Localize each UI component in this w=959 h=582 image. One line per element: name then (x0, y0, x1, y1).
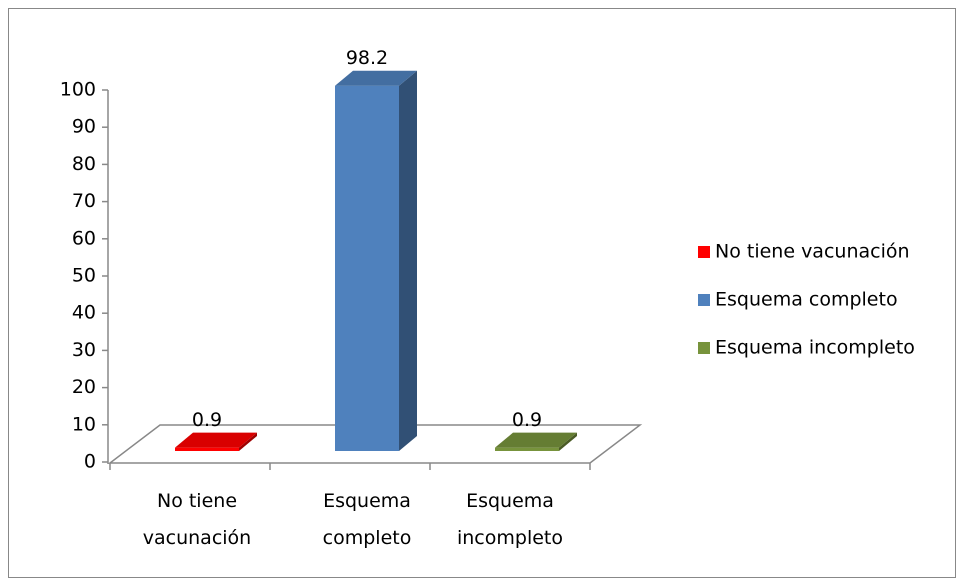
y-tick-label: 0 (84, 451, 96, 473)
y-tick-label: 60 (72, 227, 96, 249)
x-tick-label: No tiene vacunación (142, 490, 252, 549)
legend-swatch (698, 246, 710, 258)
y-tick-label: 20 (72, 376, 96, 398)
x-tick-label: Esquema completo (322, 490, 412, 549)
x-tick-label: Esquema incompleto (456, 490, 563, 549)
y-tick-label: 40 (72, 302, 96, 324)
bar-side (399, 70, 417, 452)
y-tick-label: 50 (72, 265, 96, 287)
legend-label: Esquema completo (715, 289, 898, 311)
bar (495, 447, 559, 451)
bar-top (175, 432, 257, 448)
legend-label: No tiene vacunación (715, 241, 910, 263)
value-label: 0.9 (192, 409, 222, 431)
y-tick-label: 80 (72, 153, 96, 175)
bar-top (335, 70, 417, 86)
legend-swatch (698, 342, 710, 354)
y-tick-label: 100 (60, 79, 96, 101)
bar (335, 85, 399, 452)
y-tick-label: 90 (72, 116, 96, 138)
y-tick-label: 10 (72, 413, 96, 435)
bar-side (559, 432, 577, 451)
bar (175, 447, 239, 451)
legend-label: Esquema incompleto (715, 337, 915, 359)
value-label: 98.2 (346, 47, 388, 69)
y-tick-label: 70 (72, 190, 96, 212)
value-label: 0.9 (512, 409, 542, 431)
bar-top (495, 432, 577, 448)
y-tick-label: 30 (72, 339, 96, 361)
bar-side (239, 432, 257, 451)
frame (8, 8, 956, 578)
legend-swatch (698, 294, 710, 306)
